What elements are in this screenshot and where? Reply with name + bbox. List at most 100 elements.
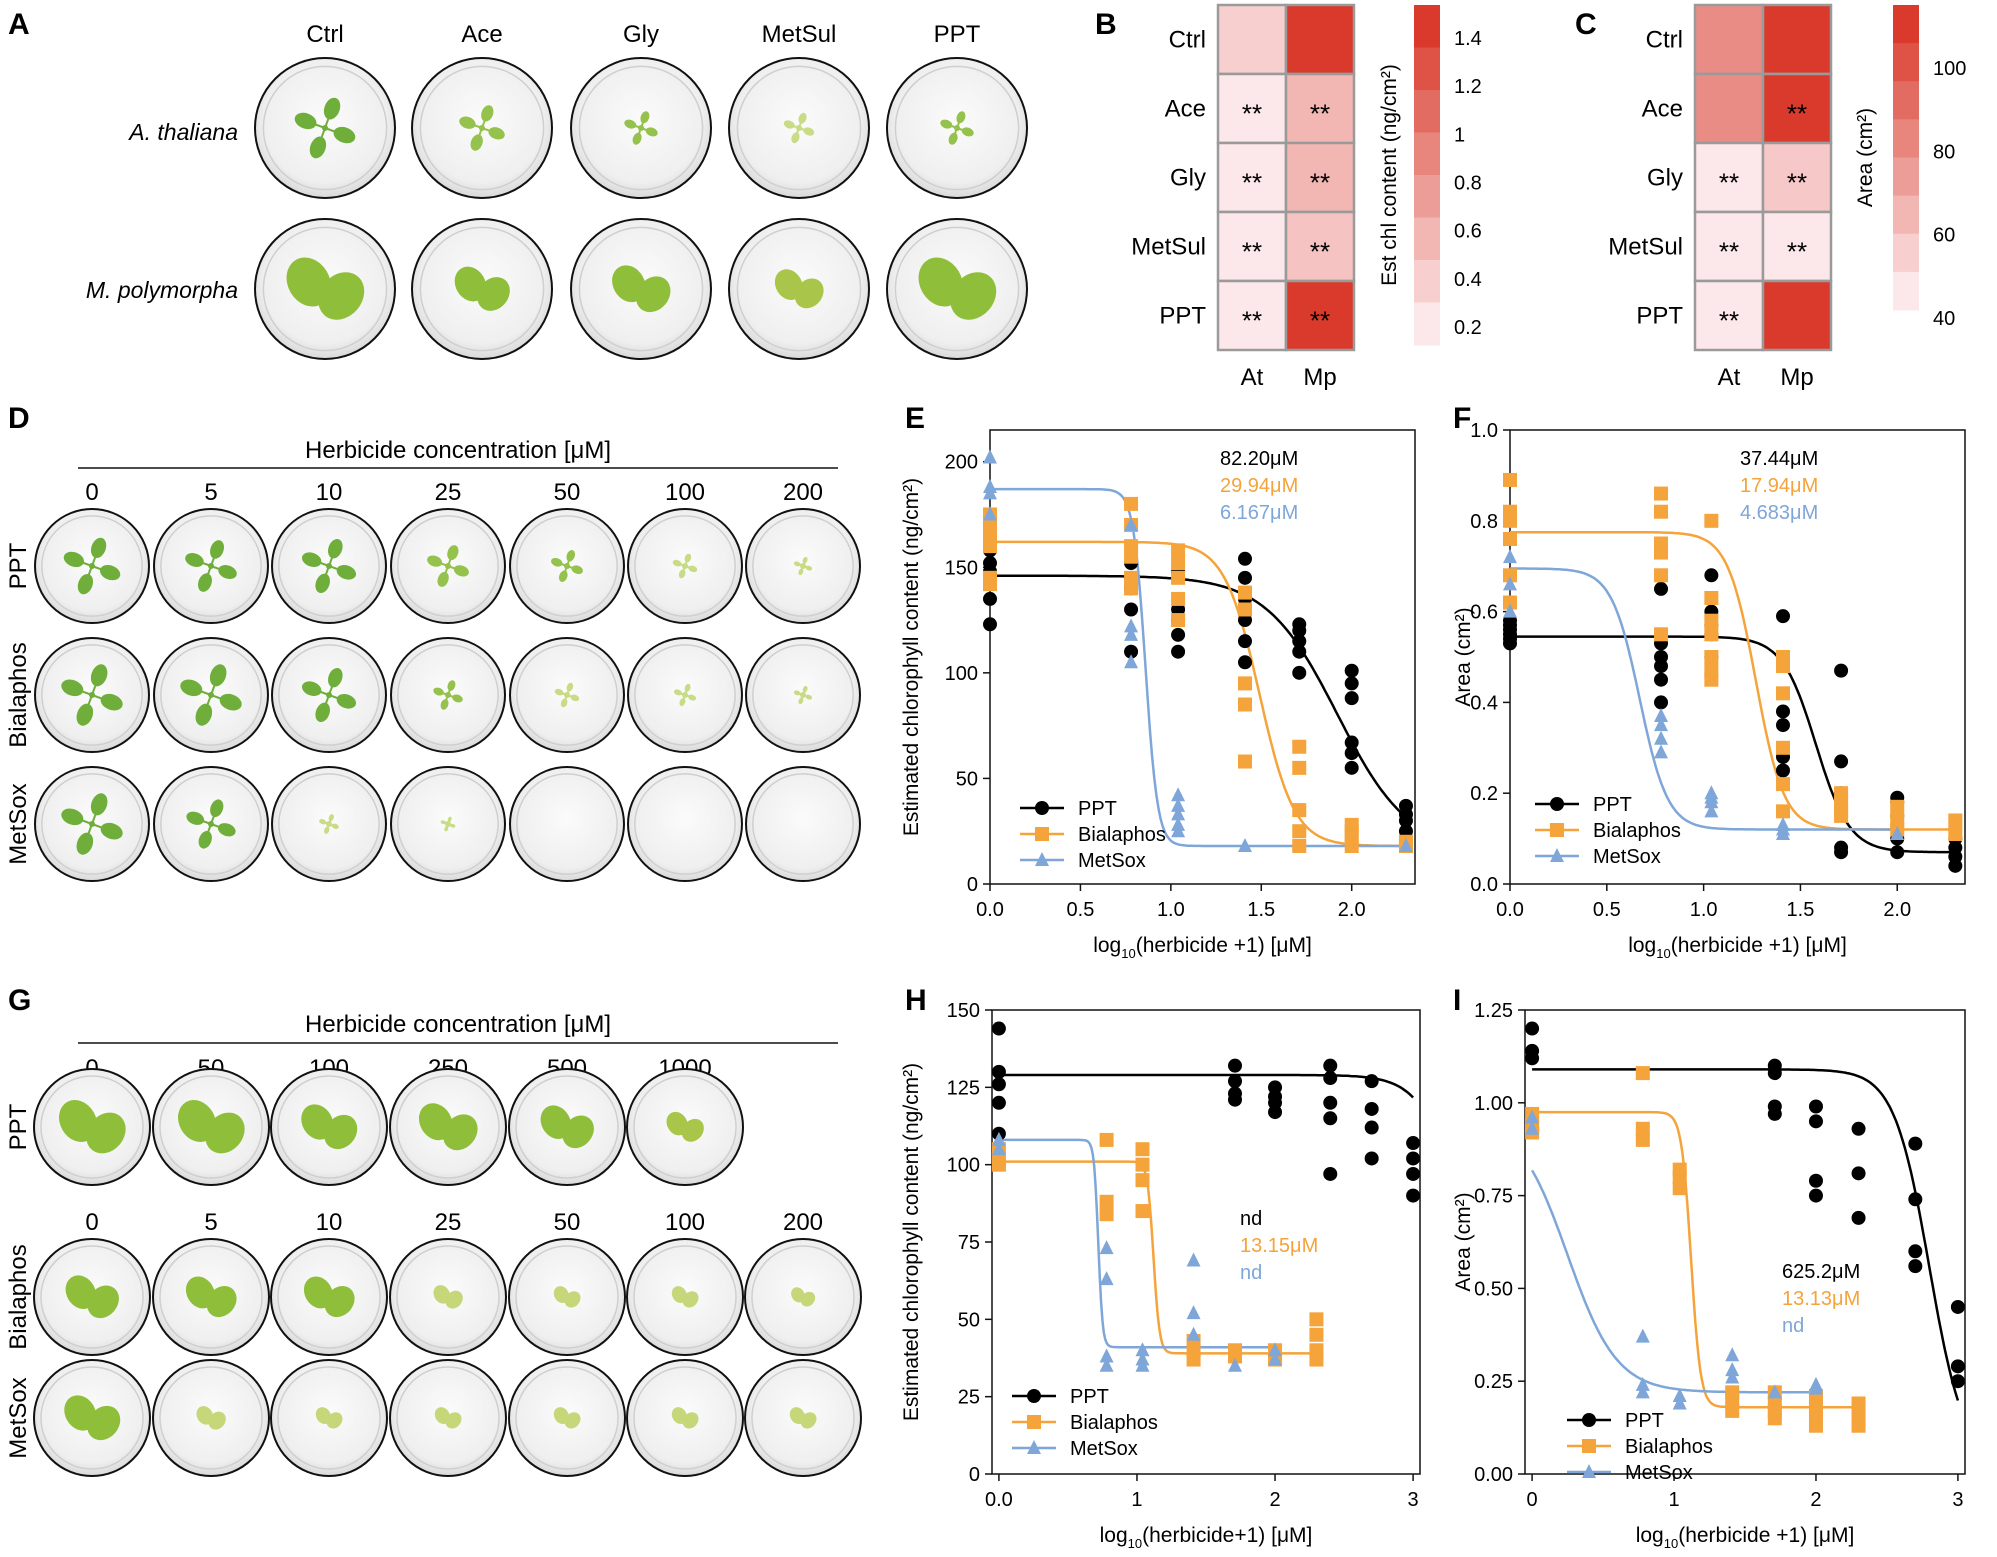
data-point-metsox [1525,1120,1540,1135]
plant-center [680,1122,690,1132]
legend-marker [1582,1413,1596,1427]
leaf-shape [470,134,483,151]
leaf-shape [323,97,341,120]
x-tick-label: 1 [1131,1489,1142,1511]
chart-i: 0 1 2 3 0.00 0.25 0.50 0.75 1.00 1.25 log10(herbic… [1452,1000,1966,1551]
leaf-shape [301,681,322,696]
data-point-bialaphos [1135,1157,1150,1172]
plant-center [89,563,95,569]
y-tick-label: 1.00 [1474,1093,1513,1115]
legend-label: Bialaphos [1078,824,1166,846]
colorbar-segment [1414,260,1440,303]
heatmap-cell [1284,210,1356,283]
data-point-bialaphos [983,518,997,533]
data-point-ppt [1344,676,1359,691]
treatment-label: Gly [623,21,659,48]
data-point-ppt [1323,1095,1338,1110]
data-point-metsox [1635,1328,1650,1343]
leaf-shape [61,808,84,826]
plot-frame [1509,429,1966,885]
petri-dish-rim [396,1075,500,1179]
plant-center [207,1414,215,1422]
data-point-metsox [1124,618,1139,633]
data-point-ppt [1776,609,1790,624]
petri-dish-rim [277,1366,381,1470]
data-point-bialaphos [1238,602,1252,617]
data-point-bialaphos [1124,496,1139,511]
colorbar-tick: 100 [1933,58,1966,80]
plant [185,540,237,592]
heatmap-row-label: MetSul [1608,234,1683,261]
leaf-shape [61,679,84,697]
plant [940,111,974,145]
concentration-label: 100 [665,479,705,506]
data-point-bialaphos [1135,1173,1150,1188]
leaf-shape [566,550,576,562]
significance-stars: ** [1719,237,1739,267]
y-tick-label: 25 [958,1387,980,1409]
legend-label: MetSox [1078,850,1146,872]
ec50-label: 4.683μM [1740,502,1818,524]
data-point-ppt [1292,617,1307,632]
data-point-bialaphos [1776,804,1790,819]
leaf-shape [319,819,327,825]
plant [672,553,698,579]
data-point-bialaphos [1171,543,1186,558]
leaf-shape [331,823,339,829]
plant [540,1105,594,1149]
leaf-shape [488,127,505,140]
plant [434,1407,462,1429]
plant-center [563,1293,571,1301]
data-point-ppt [1834,663,1849,678]
plant-center [444,1414,452,1422]
heatmap-cell [1693,210,1765,283]
plant [427,545,469,587]
leaf-shape [440,820,446,825]
plant-center [326,821,332,827]
fit-curve-metsox [990,487,1406,848]
chart-e: 0.0 0.5 1.0 1.5 2.0 0 50 100 150 200 log10(herbici… [900,429,1416,961]
y-tick-label: 50 [956,768,978,790]
plant-center [800,1294,806,1300]
legend-marker [1027,1440,1041,1454]
data-point-bialaphos [1292,803,1307,818]
heatmap-cell [1761,279,1833,352]
leaf-shape [180,679,203,697]
data-point-ppt [1851,1210,1866,1225]
data-point-metsox [1186,1326,1201,1341]
concentration-label: 200 [783,1209,823,1236]
panel-a: Ctrl Ace Gly MetSul PPT A. thaliana M. p… [86,21,1028,360]
y-tick-label: 0.2 [1470,783,1498,805]
concentration-label: 10 [316,1209,343,1236]
concentration-label: 25 [435,1209,462,1236]
data-point-ppt [1704,568,1719,583]
data-point-bialaphos [1238,697,1252,712]
ec50-label: 29.94μM [1220,475,1298,497]
x-tick-label: 2.0 [1883,899,1911,921]
data-point-ppt [1851,1121,1866,1136]
leaf-shape [571,565,583,575]
colorbar-segment [1893,233,1919,273]
heatmap-row-label: Ace [1642,96,1683,123]
colorbar-tick: 0.6 [1454,221,1482,243]
data-point-bialaphos [1704,613,1719,628]
x-tick-label: 2 [1810,1489,1821,1511]
heatmap-cell [1284,3,1356,76]
x-axis-label-part: (herbicide+1) [μM] [1142,1524,1312,1547]
data-point-metsox [1654,717,1669,732]
legend-marker [1035,852,1049,866]
ec50-label: 17.94μM [1740,475,1818,497]
petri-dish-rim [397,773,499,875]
plant-center [800,692,806,698]
data-point-metsox [1124,626,1139,641]
heatmap-row-label: PPT [1159,303,1206,330]
leaf-shape [328,667,343,688]
data-point-metsox [1890,826,1905,841]
petri-dish-rim [40,1075,144,1179]
fit-curve-bialaphos [998,1160,1317,1355]
leaf-shape [459,116,476,129]
heatmap-row-label: Gly [1647,165,1683,192]
leaf-shape [315,702,330,723]
plant [301,538,357,594]
legend-marker [1035,801,1049,815]
